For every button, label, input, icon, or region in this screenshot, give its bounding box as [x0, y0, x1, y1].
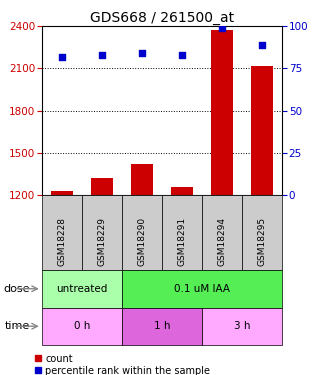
Text: 1 h: 1 h	[154, 321, 170, 331]
Bar	[122, 195, 162, 270]
Bar	[251, 66, 273, 195]
Bar	[202, 308, 282, 345]
Text: time: time	[4, 321, 30, 331]
Text: 0.1 uM IAA: 0.1 uM IAA	[174, 284, 230, 294]
Text: GSM18294: GSM18294	[218, 217, 227, 266]
Bar	[42, 270, 122, 308]
Bar	[211, 30, 233, 195]
Point	[180, 52, 185, 58]
Bar	[42, 195, 82, 270]
Bar	[82, 195, 122, 270]
Text: dose: dose	[3, 284, 30, 294]
Point	[140, 50, 145, 56]
Bar	[131, 164, 153, 195]
Bar	[51, 191, 73, 195]
Bar	[122, 308, 202, 345]
Text: GSM18229: GSM18229	[97, 217, 107, 266]
Bar	[122, 270, 282, 308]
Bar	[202, 195, 242, 270]
Point	[100, 52, 105, 58]
Bar	[171, 187, 193, 195]
Point	[59, 54, 64, 60]
Text: 3 h: 3 h	[234, 321, 251, 331]
Legend: count, percentile rank within the sample: count, percentile rank within the sample	[30, 350, 214, 375]
Text: GSM18228: GSM18228	[57, 217, 66, 266]
Text: GSM18290: GSM18290	[137, 217, 147, 266]
Text: 0 h: 0 h	[74, 321, 90, 331]
Bar	[91, 178, 113, 195]
Bar	[42, 308, 122, 345]
Title: GDS668 / 261500_at: GDS668 / 261500_at	[90, 11, 234, 25]
Text: GSM18295: GSM18295	[258, 217, 267, 266]
Text: GSM18291: GSM18291	[178, 217, 187, 266]
Point	[260, 42, 265, 48]
Point	[220, 25, 225, 31]
Text: untreated: untreated	[56, 284, 108, 294]
Bar	[242, 195, 282, 270]
Bar	[162, 195, 202, 270]
